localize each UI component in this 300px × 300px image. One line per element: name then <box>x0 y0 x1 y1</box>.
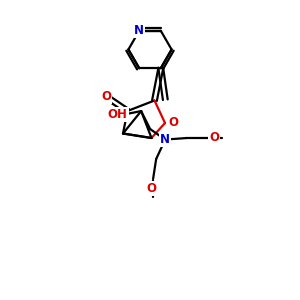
Text: O: O <box>209 131 219 144</box>
Text: O: O <box>101 90 111 104</box>
Text: N: N <box>134 24 144 37</box>
Text: O: O <box>168 116 178 129</box>
Text: O: O <box>147 182 157 195</box>
Text: N: N <box>160 133 170 146</box>
Text: OH: OH <box>108 108 128 121</box>
